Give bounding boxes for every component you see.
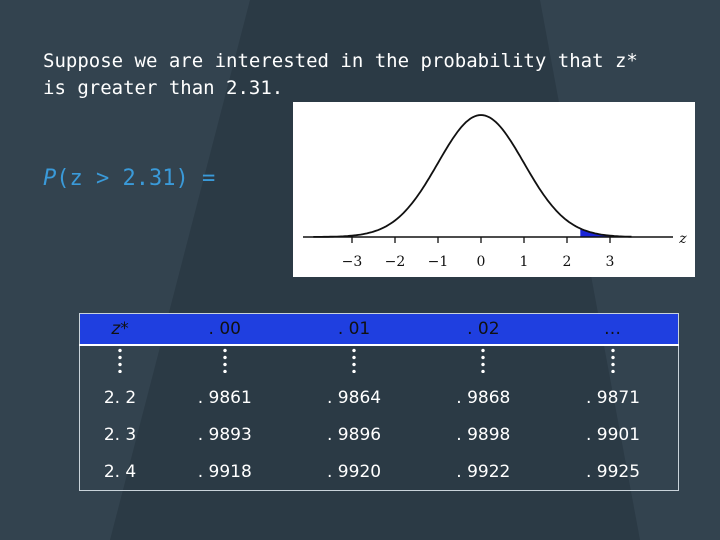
table-row: 2. 3 . 9893 . 9896 . 9898 . 9901	[80, 416, 679, 453]
table-row: 2. 4 . 9918 . 9920 . 9922 . 9925	[80, 453, 679, 491]
table-cell: . 9893	[197, 424, 252, 445]
x-tick-label: 0	[477, 254, 486, 270]
table-row: 2. 2 . 9861 . 9864 . 9868 . 9871	[80, 379, 679, 416]
normal-curve-svg: −3 −2 −1 0 1 2 3 z	[303, 114, 687, 270]
header-z: z*	[79, 313, 161, 346]
row-z: 2. 4	[103, 461, 137, 482]
intro-text: Suppose we are interested in the probabi…	[43, 50, 638, 99]
z-table: z* . 00 . 01 . 02 … 2. 2 . 9861 . 9864 .…	[79, 313, 679, 491]
x-tick-label: −2	[385, 254, 406, 270]
table-cell: . 9864	[327, 387, 382, 408]
table-cell: . 9925	[585, 461, 641, 482]
vertical-ellipsis	[289, 345, 418, 379]
table-cell: . 9918	[197, 461, 252, 482]
table-cell: . 9896	[327, 424, 382, 445]
table-cell: . 9901	[585, 424, 641, 445]
table-cell: . 9861	[197, 387, 252, 408]
x-tick-label: −1	[428, 254, 449, 270]
header-col-00: . 00	[160, 313, 290, 346]
normal-curve-figure: −3 −2 −1 0 1 2 3 z	[293, 102, 695, 277]
upper-tail-shade	[580, 228, 632, 237]
probability-rest: (z > 2.31) =	[56, 166, 216, 191]
vertical-ellipsis	[419, 345, 548, 379]
normal-curve	[313, 114, 632, 238]
x-tick-label: −3	[342, 254, 363, 270]
table-cell: . 9868	[456, 387, 511, 408]
row-z: 2. 2	[103, 387, 137, 408]
x-ticks: −3 −2 −1 0 1 2 3	[342, 237, 615, 270]
row-z: 2. 3	[103, 424, 137, 445]
table-row-ellipsis	[80, 345, 679, 379]
vertical-ellipsis	[548, 345, 679, 379]
probability-p: P	[43, 166, 57, 191]
vertical-ellipsis	[80, 345, 161, 379]
x-tick-label: 2	[563, 254, 572, 270]
header-col-01: . 01	[289, 313, 419, 346]
probability-expression: P(z > 2.31) =	[43, 166, 215, 191]
table-header-row: z* . 00 . 01 . 02 …	[79, 313, 679, 346]
table-cell: . 9920	[327, 461, 382, 482]
table-cell: . 9898	[456, 424, 511, 445]
header-ellipsis: …	[547, 313, 679, 346]
z-axis-label: z	[678, 231, 687, 247]
header-col-02: . 02	[418, 313, 548, 346]
vertical-ellipsis	[160, 345, 289, 379]
table-cell: . 9871	[585, 387, 641, 408]
x-tick-label: 1	[520, 254, 529, 270]
table-cell: . 9922	[456, 461, 511, 482]
x-tick-label: 3	[606, 254, 615, 270]
